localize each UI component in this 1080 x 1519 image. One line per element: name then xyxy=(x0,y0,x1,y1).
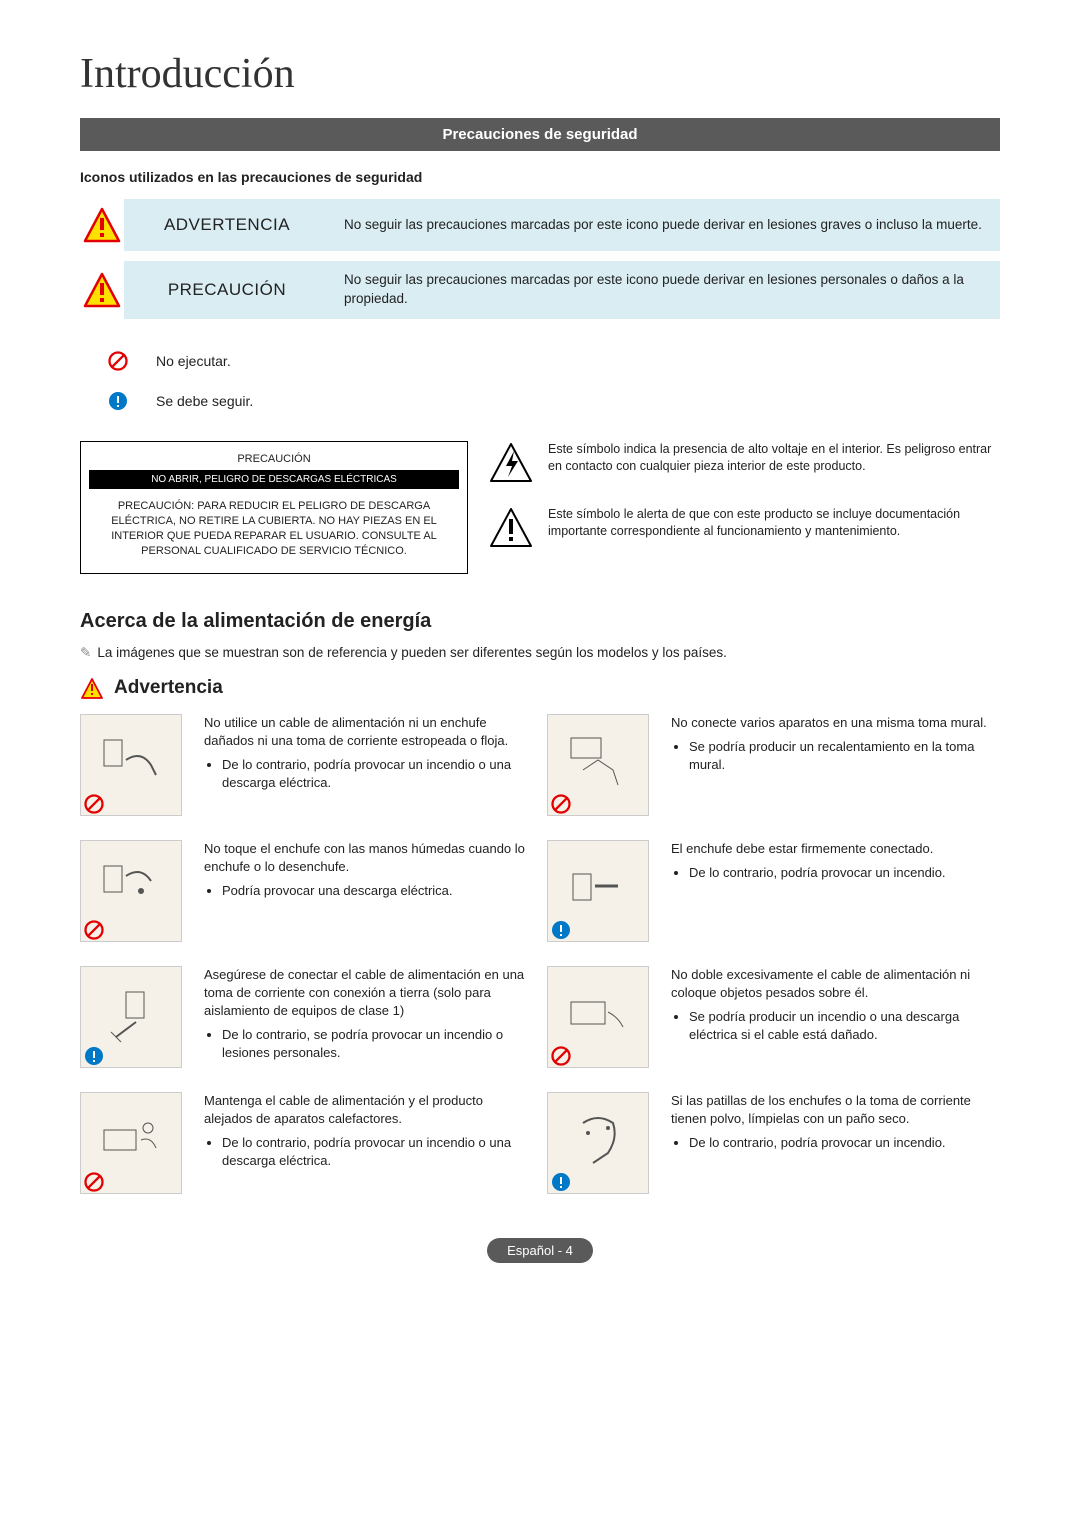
warning-triangle-icon xyxy=(80,677,104,700)
illustration xyxy=(547,840,649,942)
symbol-row-docs: Este símbolo le alerta de que con este p… xyxy=(488,506,1000,555)
simple-text: Se debe seguir. xyxy=(156,393,253,409)
warning-head: No utilice un cable de alimentación ni u… xyxy=(204,714,533,750)
mandatory-icon xyxy=(84,1046,102,1064)
row-desc: No seguir las precauciones marcadas por … xyxy=(330,199,1000,251)
section-bar: Precauciones de seguridad xyxy=(80,118,1000,151)
reference-note: La imágenes que se muestran son de refer… xyxy=(80,645,1000,661)
warning-bullet: De lo contrario, se podría provocar un i… xyxy=(222,1026,533,1062)
symbol-row-voltage: Este símbolo indica la presencia de alto… xyxy=(488,441,1000,490)
symbol-text: Este símbolo le alerta de que con este p… xyxy=(548,506,1000,555)
illustration xyxy=(80,1092,182,1194)
footer: Español - 4 xyxy=(80,1238,1000,1263)
row-label: PRECAUCIÓN xyxy=(124,261,330,319)
icon-row-precaucion: PRECAUCIÓN No seguir las precauciones ma… xyxy=(80,261,1000,319)
warning-bullet: De lo contrario, podría provocar un ince… xyxy=(689,1134,1000,1152)
prohibit-icon xyxy=(84,1172,102,1190)
warning-head: Asegúrese de conectar el cable de alimen… xyxy=(204,966,533,1021)
caution-title: PRECAUCIÓN xyxy=(89,452,459,467)
icon-row-advertencia: ADVERTENCIA No seguir las precauciones m… xyxy=(80,199,1000,251)
warning-bullet: Se podría producir un incendio o una des… xyxy=(689,1008,1000,1044)
illustration xyxy=(547,966,649,1068)
illustration xyxy=(547,1092,649,1194)
warning-head: Si las patillas de los enchufes o la tom… xyxy=(671,1092,1000,1128)
caution-black-bar: NO ABRIR, PELIGRO DE DESCARGAS ELÉCTRICA… xyxy=(89,470,459,490)
simple-row-no: No ejecutar. xyxy=(80,341,1000,381)
warning-bullet: De lo contrario, podría provocar un ince… xyxy=(222,1134,533,1170)
warning-triangle-icon xyxy=(82,206,122,244)
illustration xyxy=(80,966,182,1068)
prohibit-icon xyxy=(551,1046,569,1064)
advertencia-label: Advertencia xyxy=(114,677,223,699)
illustration xyxy=(547,714,649,816)
prohibit-icon xyxy=(84,794,102,812)
power-heading: Acerca de la alimentación de energía xyxy=(80,610,1000,633)
illustration xyxy=(80,714,182,816)
page-title: Introducción xyxy=(80,50,1000,98)
warning-bullet: De lo contrario, podría provocar un ince… xyxy=(689,864,1000,882)
warning-head: Mantenga el cable de alimentación y el p… xyxy=(204,1092,533,1128)
warning-head: No conecte varios aparatos en una misma … xyxy=(671,714,1000,732)
advertencia-heading: Advertencia xyxy=(80,677,1000,700)
warning-text: Mantenga el cable de alimentación y el p… xyxy=(204,1092,533,1194)
row-label: ADVERTENCIA xyxy=(124,199,330,251)
warning-text: No conecte varios aparatos en una misma … xyxy=(671,714,1000,816)
warning-bullet: De lo contrario, podría provocar un ince… xyxy=(222,756,533,792)
warning-text: No doble excesivamente el cable de alime… xyxy=(671,966,1000,1068)
warning-head: No toque el enchufe con las manos húmeda… xyxy=(204,840,533,876)
row-desc: No seguir las precauciones marcadas por … xyxy=(330,261,1000,319)
mandatory-icon xyxy=(551,1172,569,1190)
caution-card: PRECAUCIÓN NO ABRIR, PELIGRO DE DESCARGA… xyxy=(80,441,468,574)
warning-head: El enchufe debe estar firmemente conecta… xyxy=(671,840,1000,858)
simple-text: No ejecutar. xyxy=(156,353,231,369)
simple-row-yes: Se debe seguir. xyxy=(80,381,1000,421)
warning-text: Asegúrese de conectar el cable de alimen… xyxy=(204,966,533,1068)
documentation-icon xyxy=(488,506,534,550)
warning-text: Si las patillas de los enchufes o la tom… xyxy=(671,1092,1000,1194)
prohibit-icon xyxy=(108,351,128,371)
warning-text: No utilice un cable de alimentación ni u… xyxy=(204,714,533,816)
warning-text: El enchufe debe estar firmemente conecta… xyxy=(671,840,1000,942)
prohibit-icon xyxy=(551,794,569,812)
warning-bullet: Se podría producir un recalentamiento en… xyxy=(689,738,1000,774)
icons-subheading: Iconos utilizados en las precauciones de… xyxy=(80,169,1000,185)
warning-head: No doble excesivamente el cable de alime… xyxy=(671,966,1000,1002)
warning-bullet: Podría provocar una descarga eléctrica. xyxy=(222,882,533,900)
prohibit-icon xyxy=(84,920,102,938)
symbol-text: Este símbolo indica la presencia de alto… xyxy=(548,441,1000,490)
high-voltage-icon xyxy=(488,441,534,485)
caution-body: PRECAUCIÓN: PARA REDUCIR EL PELIGRO DE D… xyxy=(89,499,459,558)
warnings-grid: No utilice un cable de alimentación ni u… xyxy=(80,714,1000,1194)
page-number: Español - 4 xyxy=(487,1238,593,1263)
mandatory-icon xyxy=(551,920,569,938)
warning-triangle-icon xyxy=(82,271,122,309)
mandatory-icon xyxy=(108,391,128,411)
illustration xyxy=(80,840,182,942)
warning-text: No toque el enchufe con las manos húmeda… xyxy=(204,840,533,942)
